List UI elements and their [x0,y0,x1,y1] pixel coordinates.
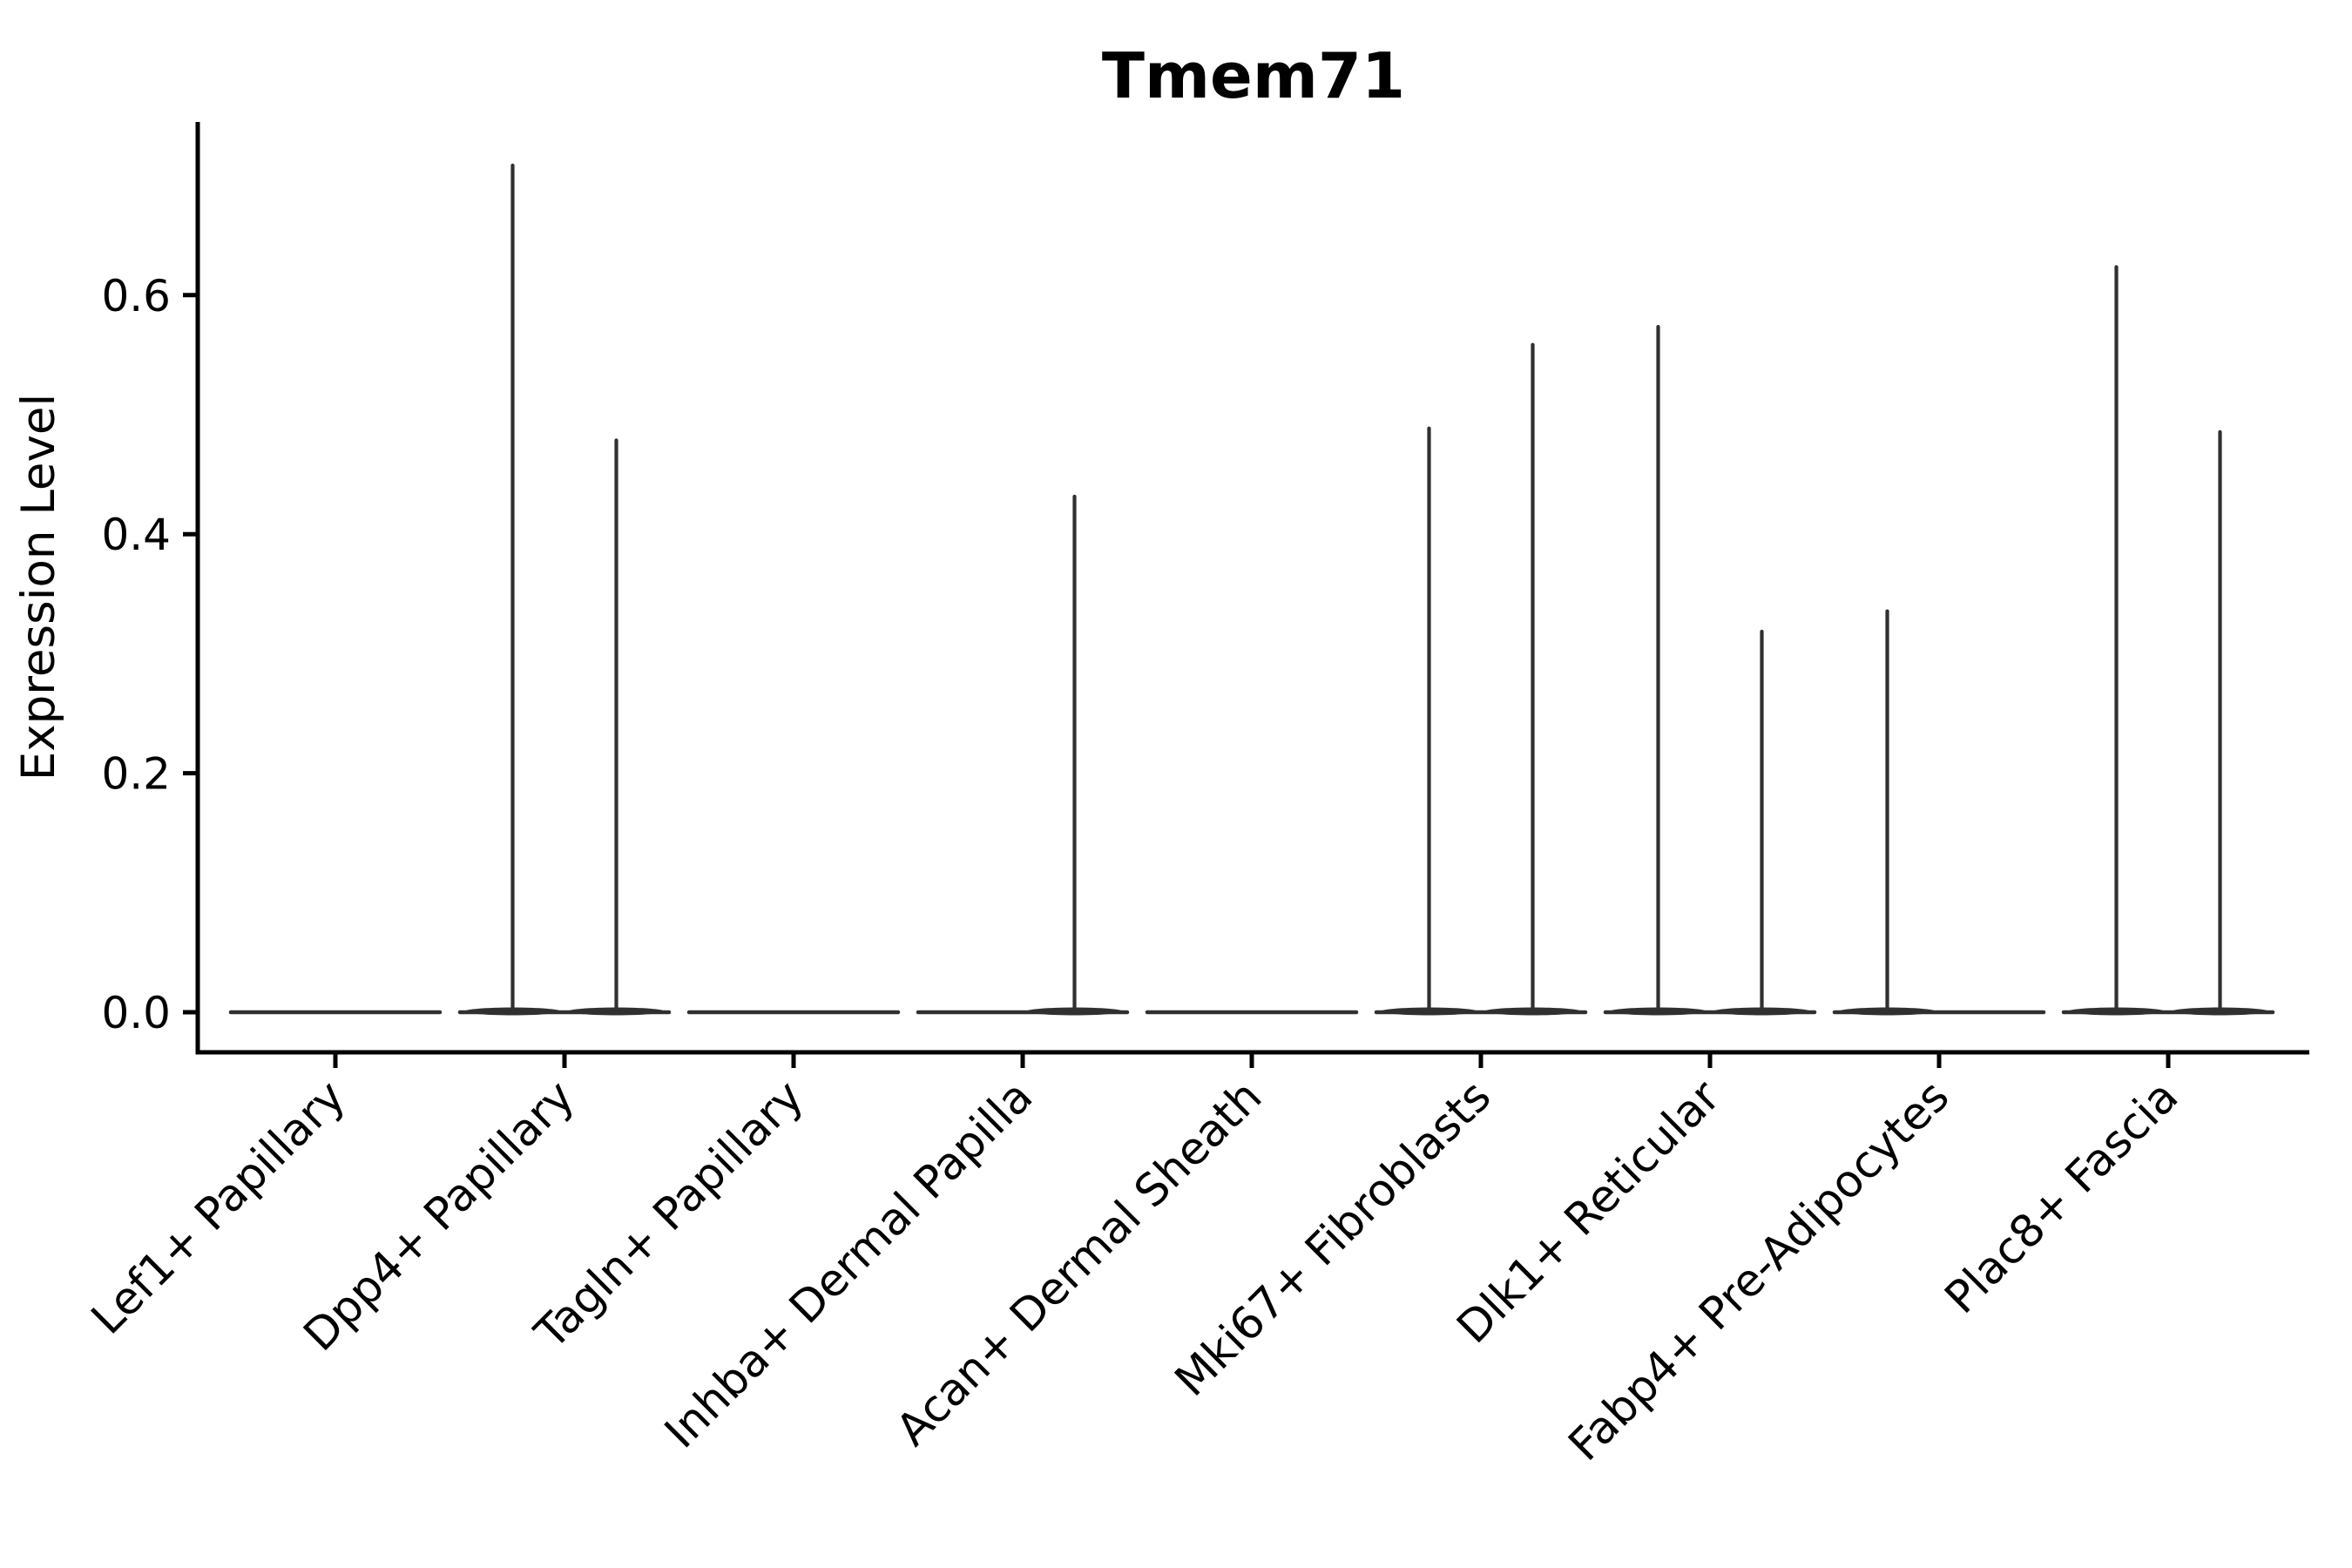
y-axis-label: Expression Level [12,394,65,781]
chart-title: Tmem71 [1102,39,1405,112]
x-tick-label: Plac8+ Fascia [1936,1071,2188,1323]
y-tick-label: 0.0 [101,988,171,1038]
x-tick-label: Acan+ Dermal Sheath [887,1071,1272,1456]
y-tick-label: 0.4 [101,510,171,560]
x-tick-label: Fabp4+ Pre-Adipocytes [1559,1071,1959,1470]
y-tick-label: 0.2 [101,749,171,800]
y-tick-label: 0.6 [101,271,171,321]
x-tick-label: Inhba+ Dermal Papilla [655,1071,1043,1458]
